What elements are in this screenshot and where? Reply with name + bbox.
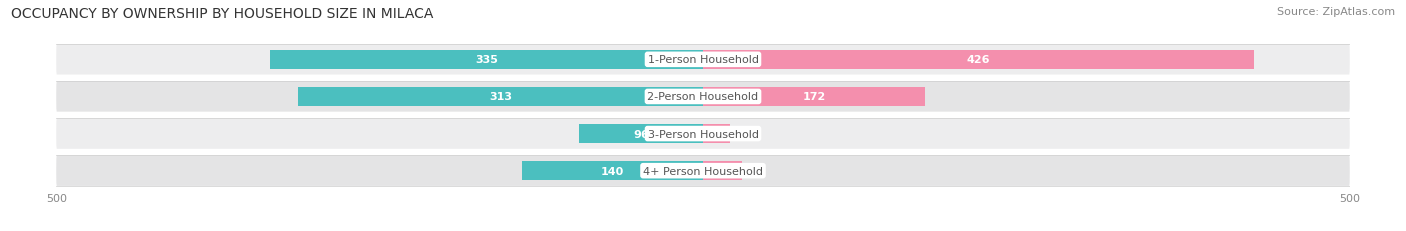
- Text: 313: 313: [489, 92, 512, 102]
- FancyBboxPatch shape: [56, 119, 1350, 149]
- Bar: [703, 51, 1254, 69]
- Text: 140: 140: [600, 166, 624, 176]
- Bar: [703, 88, 925, 106]
- Bar: [522, 162, 703, 180]
- FancyBboxPatch shape: [56, 156, 1350, 186]
- Text: 21: 21: [738, 129, 752, 139]
- Bar: [579, 125, 703, 143]
- Text: 335: 335: [475, 55, 498, 65]
- Bar: [298, 88, 703, 106]
- Text: OCCUPANCY BY OWNERSHIP BY HOUSEHOLD SIZE IN MILACA: OCCUPANCY BY OWNERSHIP BY HOUSEHOLD SIZE…: [11, 7, 433, 21]
- Bar: [270, 51, 703, 69]
- Text: 2-Person Household: 2-Person Household: [647, 92, 759, 102]
- Text: 4+ Person Household: 4+ Person Household: [643, 166, 763, 176]
- Text: 426: 426: [967, 55, 990, 65]
- Text: 96: 96: [633, 129, 648, 139]
- Bar: [703, 125, 730, 143]
- Text: 30: 30: [749, 166, 763, 176]
- Text: 172: 172: [803, 92, 825, 102]
- Text: Source: ZipAtlas.com: Source: ZipAtlas.com: [1277, 7, 1395, 17]
- Text: 1-Person Household: 1-Person Household: [648, 55, 758, 65]
- FancyBboxPatch shape: [56, 82, 1350, 112]
- FancyBboxPatch shape: [56, 45, 1350, 75]
- Bar: [703, 162, 742, 180]
- Text: 3-Person Household: 3-Person Household: [648, 129, 758, 139]
